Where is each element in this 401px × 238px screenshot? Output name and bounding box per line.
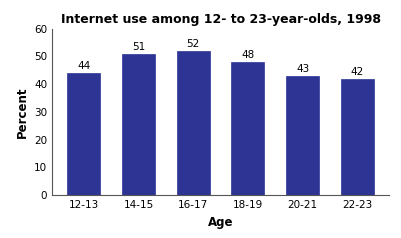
Text: 44: 44 xyxy=(77,61,91,71)
Title: Internet use among 12- to 23-year-olds, 1998: Internet use among 12- to 23-year-olds, … xyxy=(61,13,381,26)
X-axis label: Age: Age xyxy=(208,216,233,228)
Text: 43: 43 xyxy=(296,64,309,74)
Bar xyxy=(286,76,319,195)
Text: 51: 51 xyxy=(132,42,145,52)
Bar xyxy=(67,73,100,195)
Bar xyxy=(122,54,155,195)
Text: 42: 42 xyxy=(350,67,364,77)
Bar xyxy=(341,79,374,195)
Bar xyxy=(177,51,210,195)
Y-axis label: Percent: Percent xyxy=(16,86,28,138)
Text: 48: 48 xyxy=(241,50,255,60)
Text: 52: 52 xyxy=(186,39,200,49)
Bar xyxy=(231,62,264,195)
